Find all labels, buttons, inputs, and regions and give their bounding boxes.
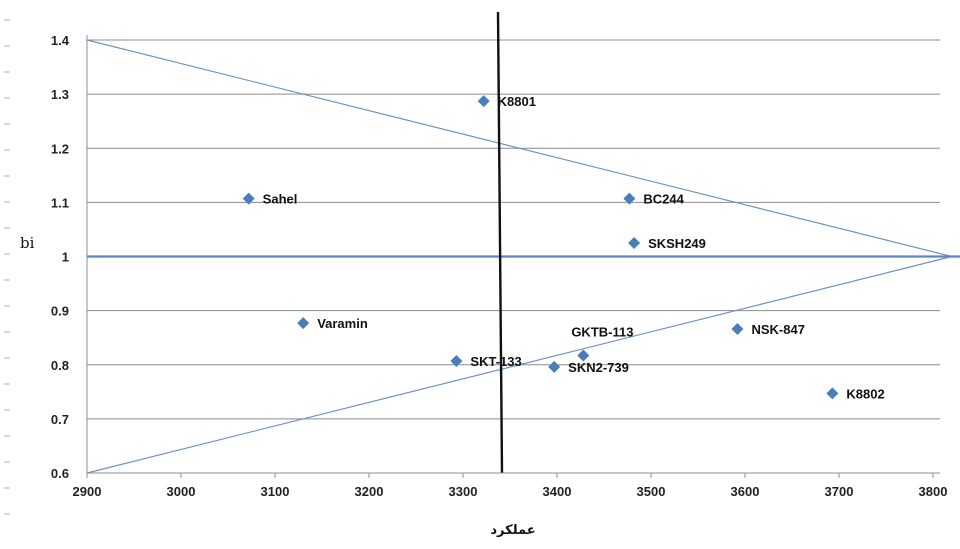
data-points: K8801 Sahel BC244 SKSH249 Varamin GKTB-113 NSK… [242, 94, 885, 401]
data-point-marker [548, 360, 561, 373]
data-point-label: SKN2-739 [568, 360, 629, 375]
data-point-label: SKT-133 [470, 354, 521, 369]
x-tick-label: 2900 [73, 484, 102, 499]
data-point-marker [731, 323, 744, 336]
data-point-label: SKSH249 [648, 236, 706, 251]
x-tick-label: 3300 [449, 484, 478, 499]
y-tick-label: 1.1 [51, 195, 69, 210]
y-axis-title: bi [20, 234, 35, 252]
x-tick-label: 3200 [355, 484, 384, 499]
upper-regression-line [86, 39, 952, 258]
data-point-label: NSK-847 [751, 322, 804, 337]
data-point-label: GKTB-113 [571, 325, 633, 340]
lower-regression-line [86, 255, 952, 474]
y-tick-label: 0.7 [51, 412, 69, 427]
x-axis-title: عملکرد [490, 523, 535, 538]
y-tick-label: 1 [62, 250, 69, 265]
y-tick-label: 1.3 [51, 87, 69, 102]
x-tick-label: 3000 [167, 484, 196, 499]
data-point-marker [477, 95, 490, 108]
x-tick-label: 3800 [919, 484, 948, 499]
y-tick-label: 0.9 [51, 304, 69, 319]
x-tick-label: 3400 [543, 484, 572, 499]
data-point-marker [623, 192, 636, 205]
x-tick-label: 3500 [637, 484, 666, 499]
axis-layer: 0.6 0.7 0.8 0.9 1 1.1 1.2 1.3 1.4 2900 3000 3100 320… [4, 19, 948, 515]
data-point-marker [826, 387, 839, 400]
data-point-label: K8802 [846, 386, 884, 401]
data-point-marker [297, 317, 310, 330]
data-point-label: Sahel [263, 192, 298, 207]
y-tick-label: 1.2 [51, 141, 69, 156]
x-tick-label: 3600 [731, 484, 760, 499]
mean-yield-line [496, 11, 504, 474]
y-tick-label: 0.6 [51, 466, 69, 481]
y-tick-label: 1.4 [51, 33, 70, 48]
data-point-marker [242, 192, 255, 205]
data-point-marker [577, 349, 590, 362]
data-point-marker [628, 236, 641, 249]
reference-lines [86, 11, 960, 474]
data-point-label: BC244 [643, 192, 684, 207]
x-tick-label: 3100 [261, 484, 290, 499]
y-tick-label: 0.8 [51, 358, 69, 373]
data-point-marker [450, 354, 463, 367]
data-point-label: K8801 [498, 94, 536, 109]
data-point-label: Varamin [317, 316, 368, 331]
x-tick-label: 3700 [825, 484, 854, 499]
